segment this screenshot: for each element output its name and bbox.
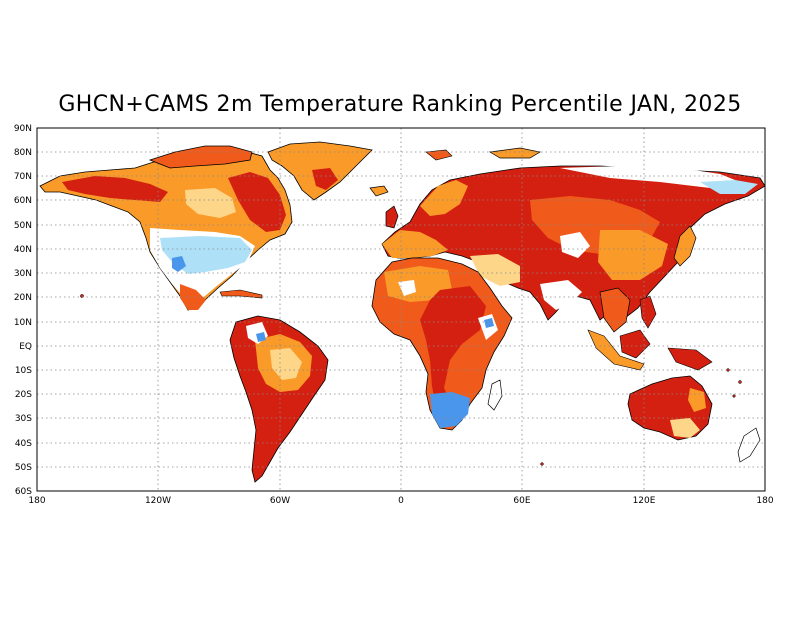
middle-east-pale xyxy=(470,254,520,286)
alaska-red xyxy=(62,176,168,202)
map-title: GHCN+CAMS 2m Temperature Ranking Percent… xyxy=(58,92,742,117)
brazil-light xyxy=(270,348,302,380)
lat-tick-label: 60N xyxy=(14,196,32,206)
central-africa-red xyxy=(420,286,486,420)
east-africa-blue xyxy=(484,318,494,328)
madagascar xyxy=(487,379,503,411)
canada-pale xyxy=(185,188,236,218)
siberia-light-blue xyxy=(700,180,758,194)
greenland-red xyxy=(312,168,338,190)
small-islands xyxy=(80,294,742,466)
lat-tick-label: 20N xyxy=(14,293,32,303)
lat-tick-label: 40S xyxy=(15,439,32,449)
lat-tick-label: 10N xyxy=(14,318,32,328)
borneo xyxy=(619,329,651,359)
island xyxy=(732,394,736,398)
north-america xyxy=(39,145,293,311)
south-america xyxy=(229,315,329,483)
svalbard xyxy=(425,149,453,161)
iceland xyxy=(369,185,389,197)
map-frame xyxy=(36,127,766,492)
scandinavia-orange xyxy=(420,180,468,216)
lon-tick-label: 60E xyxy=(513,496,530,506)
lat-tick-label: 70N xyxy=(14,172,32,182)
india-white xyxy=(540,280,582,310)
lon-tick-label: 180 xyxy=(28,496,45,506)
canada-red xyxy=(228,172,286,232)
siberia-white xyxy=(560,166,740,188)
lat-tick-label: 20S xyxy=(15,390,32,400)
japan xyxy=(673,225,697,267)
sumatra-java xyxy=(587,329,645,371)
lat-tick-label: 60S xyxy=(15,487,32,497)
lat-tick-label: 30S xyxy=(15,414,32,424)
island xyxy=(726,368,730,372)
africa xyxy=(371,257,513,431)
lat-tick-label: 10S xyxy=(15,366,32,376)
lon-tick-label: 60W xyxy=(270,496,290,506)
lat-tick-label: 90N xyxy=(14,124,32,134)
lat-tick-label: 50N xyxy=(14,221,32,231)
australia xyxy=(627,375,761,463)
lon-axis: 180 120W 60W 0 60E 120E 180 xyxy=(28,496,773,506)
europe-orange xyxy=(382,230,448,258)
canada-islands xyxy=(148,145,253,169)
new-guinea xyxy=(667,347,713,371)
sahara-white xyxy=(398,280,416,296)
caribbean xyxy=(219,289,263,299)
lon-tick-label: 120W xyxy=(145,496,171,506)
arctic-islands xyxy=(488,147,541,159)
indochina xyxy=(599,287,631,333)
southeast-asia xyxy=(587,287,713,371)
australia-orange xyxy=(688,388,706,412)
british-isles xyxy=(385,205,399,229)
lat-tick-label: 80N xyxy=(14,148,32,158)
lon-tick-label: 120E xyxy=(633,496,656,506)
usa-much-cooler xyxy=(172,256,186,272)
lon-tick-label: 0 xyxy=(398,496,404,506)
island xyxy=(540,462,544,466)
new-zealand xyxy=(737,427,761,463)
sa-blue xyxy=(256,332,266,342)
southern-africa-blue xyxy=(430,392,470,428)
central-asia-white xyxy=(560,232,590,258)
china-orange xyxy=(598,230,668,280)
sahara-orange xyxy=(384,266,452,302)
mexico-orange xyxy=(180,284,206,310)
lat-tick-label: EQ xyxy=(19,342,32,352)
lat-tick-label: 40N xyxy=(14,245,32,255)
lat-tick-label: 30N xyxy=(14,269,32,279)
graticule xyxy=(37,128,765,491)
lat-tick-label: 50S xyxy=(15,463,32,473)
lon-tick-label: 180 xyxy=(756,496,773,506)
island xyxy=(738,380,742,384)
australia-light xyxy=(670,418,700,438)
lat-axis: 90N 80N 70N 60N 50N 40N 30N 20N 10N EQ 1… xyxy=(14,124,32,497)
philippines xyxy=(639,295,657,329)
